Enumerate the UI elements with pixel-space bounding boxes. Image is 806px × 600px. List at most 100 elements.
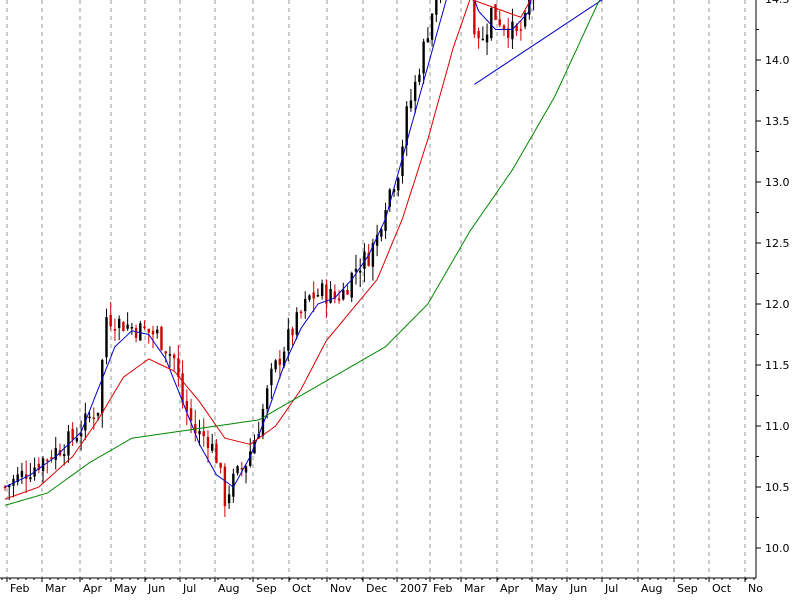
price-bar-body	[375, 234, 379, 246]
y-tick-label-8: 14.0	[765, 54, 790, 67]
price-bar-body	[363, 251, 366, 269]
price-bar-body	[422, 41, 425, 74]
price-bar-body	[147, 328, 150, 333]
price-bar-body	[295, 312, 298, 335]
price-bar-body	[490, 7, 493, 39]
price-bar-body	[227, 494, 231, 504]
price-bar-body	[511, 21, 514, 40]
y-tick-label-3: 11.5	[765, 359, 790, 372]
price-bar-body	[346, 289, 349, 295]
price-bar-body	[223, 466, 227, 507]
price-bar-body	[325, 284, 328, 304]
x-tick-label-9: Nov	[330, 582, 352, 595]
price-bar-body	[139, 323, 142, 341]
price-bar-body	[354, 268, 358, 272]
series-line-1	[4, 0, 532, 500]
price-bar-body	[37, 463, 41, 470]
price-bar-body	[232, 473, 235, 497]
price-bar-body	[16, 474, 19, 483]
x-tick-label-20: Oct	[712, 582, 732, 595]
x-tick-label-15: May	[535, 582, 558, 595]
price-bar-body	[63, 454, 66, 456]
price-bar-body	[236, 466, 239, 474]
y-tick-label-7: 13.5	[765, 115, 790, 128]
price-bar-body	[151, 330, 155, 335]
price-bar-body	[312, 292, 315, 299]
price-bar-body	[418, 74, 421, 82]
price-bar-body	[519, 29, 523, 31]
price-bar-body	[105, 317, 108, 358]
price-bar-body	[88, 416, 91, 419]
price-bar-body	[185, 401, 189, 412]
price-bar-body	[435, 0, 438, 15]
price-bar-body	[367, 253, 370, 266]
x-tick-label-12: Feb	[433, 582, 452, 595]
price-bar-body	[384, 210, 387, 232]
price-bar-body	[54, 448, 57, 460]
price-bar-body	[46, 459, 49, 462]
axes: 10.0 10.5 11.0 11.5 12.0 12.5 13.0 13.5 14.0 14.5…	[0, 0, 790, 595]
price-bar-body	[507, 28, 510, 38]
price-bar-body	[337, 298, 341, 301]
price-bar-body	[134, 328, 138, 338]
price-bar-body	[211, 443, 214, 451]
y-tick-label-0: 10.0	[765, 542, 790, 555]
y-tick-label-2: 11.0	[765, 420, 790, 433]
price-bar-body	[287, 329, 290, 351]
price-bar-body	[79, 433, 83, 437]
price-bar-body	[316, 294, 320, 297]
price-bar-body	[117, 318, 121, 329]
price-bar-body	[20, 471, 24, 477]
price-bar-body	[109, 315, 112, 327]
x-tick-label-3: May	[114, 582, 137, 595]
price-bar-body	[380, 229, 383, 237]
x-tick-label-6: Aug	[218, 582, 239, 595]
price-bar-body	[164, 351, 167, 354]
price-bar-body	[168, 354, 172, 356]
trendline-0	[474, 0, 603, 85]
price-bar-body	[113, 328, 117, 331]
price-bar-body	[160, 326, 163, 350]
price-bar-body	[270, 368, 273, 386]
price-bar-body	[481, 38, 485, 41]
price-bar-body	[498, 19, 501, 26]
price-bar-body	[96, 412, 100, 416]
price-bar-body	[392, 189, 396, 193]
x-tick-label-16: Jun	[569, 582, 587, 595]
x-tick-label-14: Apr	[500, 582, 520, 595]
price-bar-body	[50, 456, 53, 460]
x-tick-label-4: Jun	[147, 582, 165, 595]
price-bar-body	[359, 270, 362, 273]
x-tick-label-11: 2007	[400, 582, 428, 595]
price-bar-body	[8, 485, 11, 488]
price-bar-body	[41, 458, 45, 472]
price-bar-body	[202, 431, 205, 437]
price-bar-body	[240, 467, 243, 470]
price-bar-body	[181, 373, 184, 403]
y-tick-label-4: 12.0	[765, 298, 790, 311]
price-bar-body	[329, 288, 332, 303]
moving-averages	[4, 0, 601, 506]
price-bar-body	[92, 417, 95, 420]
series-line-0	[4, 0, 532, 488]
x-tick-label-10: Dec	[366, 582, 387, 595]
price-bar-body	[426, 38, 430, 42]
price-bar-body	[299, 311, 303, 314]
price-bar-body	[485, 34, 489, 43]
price-bar-body	[198, 430, 201, 435]
y-tick-label-9: 14.5	[765, 0, 790, 6]
price-bar-body	[371, 243, 375, 267]
x-tick-label-17: Jul	[604, 582, 618, 595]
price-bar-body	[177, 358, 180, 377]
price-bar-body	[308, 295, 311, 300]
price-bar-body	[515, 25, 518, 32]
x-tick-label-2: Apr	[83, 582, 103, 595]
price-bar-body	[130, 327, 134, 329]
x-tick-label-0: Feb	[10, 582, 29, 595]
trendlines	[474, 0, 603, 85]
price-bar-body	[143, 326, 146, 329]
x-tick-label-7: Sep	[256, 582, 277, 595]
price-bar-body	[67, 431, 70, 456]
